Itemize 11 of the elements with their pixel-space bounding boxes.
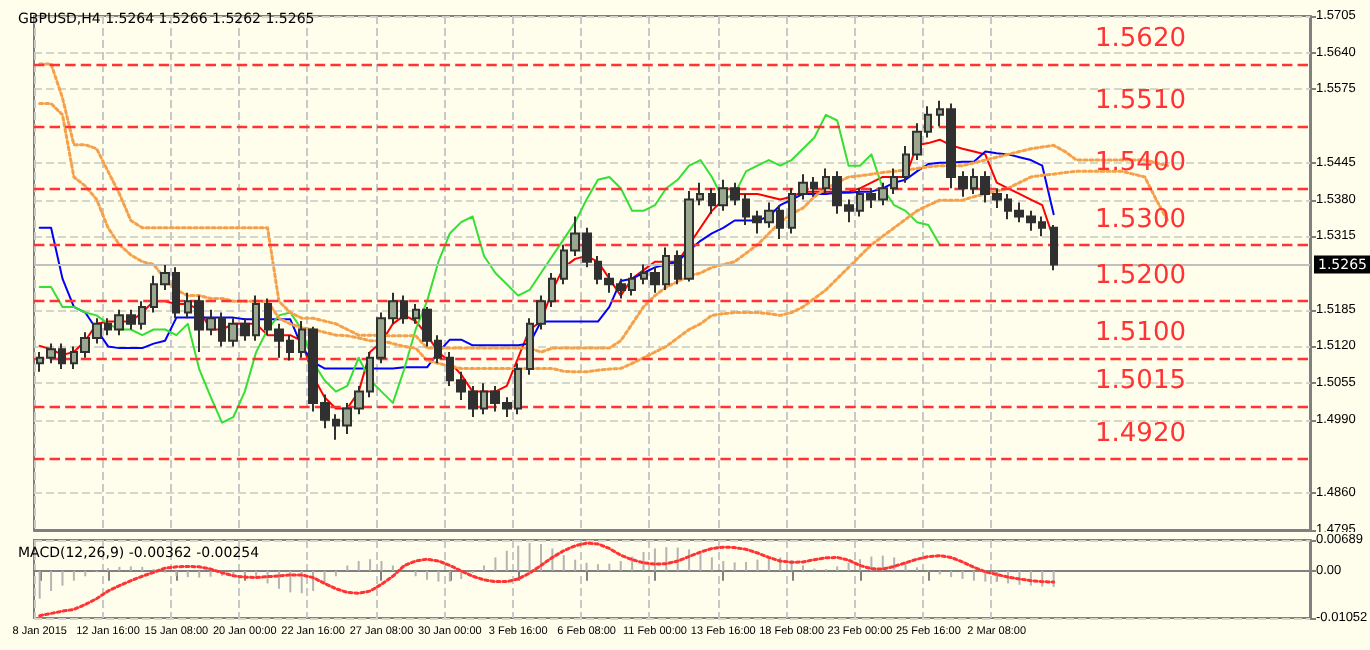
ref-line-label: 1.5100 bbox=[1095, 317, 1186, 348]
line-series bbox=[38, 113, 941, 424]
candlestick bbox=[1050, 223, 1058, 272]
ref-line-label: 1.5200 bbox=[1095, 261, 1186, 292]
ref-line-label: 1.5510 bbox=[1095, 86, 1186, 117]
line-series bbox=[38, 138, 1055, 410]
ref-line-label: 1.5015 bbox=[1095, 365, 1186, 396]
line-series bbox=[38, 150, 1055, 370]
ref-line-label: 1.5300 bbox=[1095, 204, 1186, 235]
ref-line-label: 1.4920 bbox=[1095, 419, 1186, 450]
ref-line-label: 1.5620 bbox=[1095, 24, 1186, 55]
